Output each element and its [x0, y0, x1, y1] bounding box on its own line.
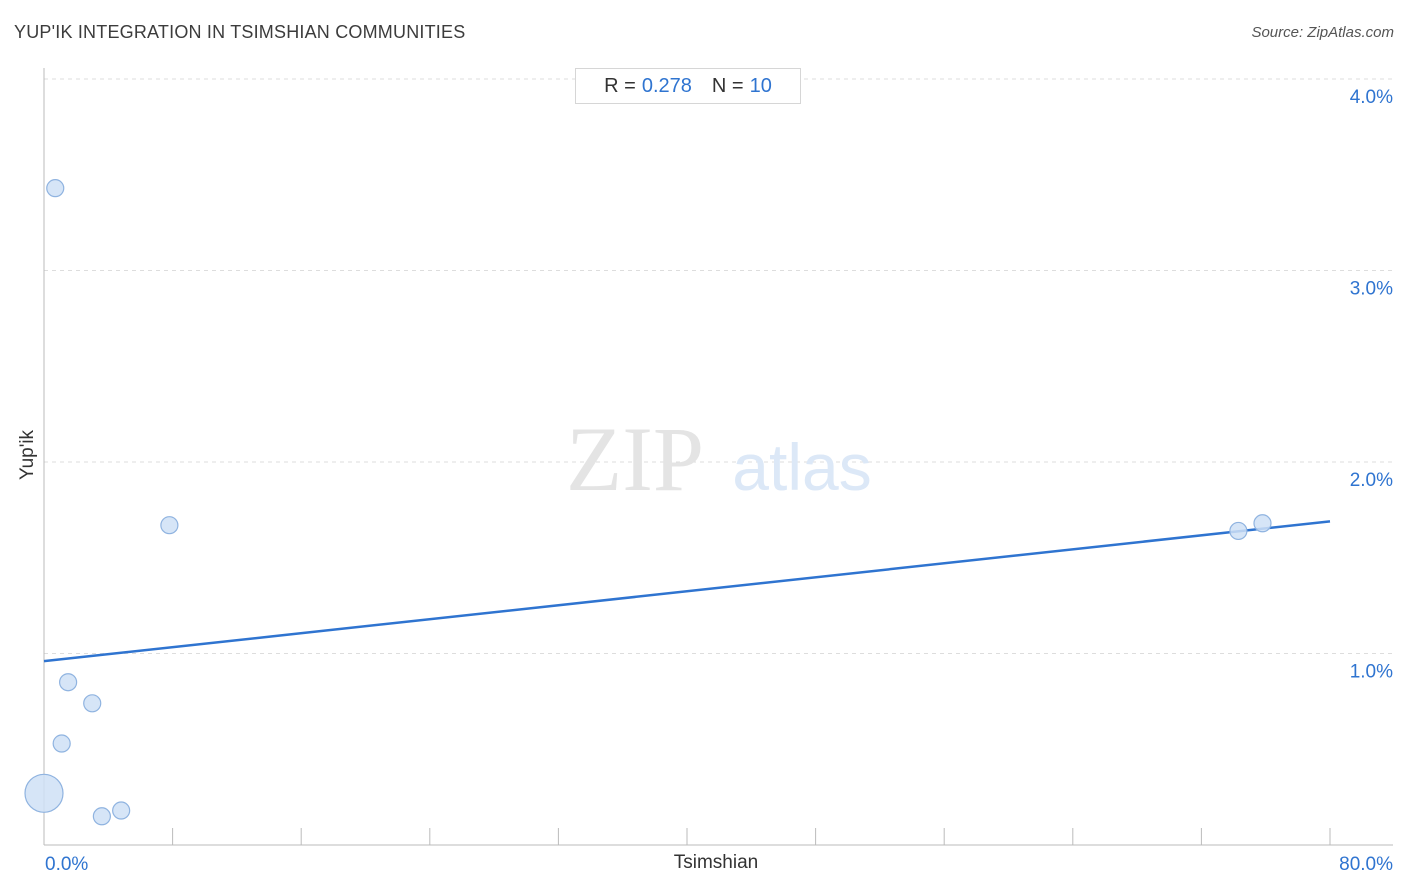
data-point [59, 673, 78, 692]
zipatlas-watermark: ZIP atlas [566, 408, 872, 510]
watermark-atlas: atlas [732, 430, 871, 504]
y-tick-label: 2.0% [1350, 470, 1393, 491]
n-value: 10 [749, 74, 772, 97]
r-value: 0.278 [641, 74, 692, 97]
tick-labels: 1.0% 2.0% 3.0% 4.0% 0.0% 80.0% [45, 87, 1393, 875]
grid-lines [44, 78, 1393, 654]
data-point [112, 801, 131, 820]
points-layer [24, 179, 1272, 826]
data-point [160, 516, 179, 535]
trendline-layer [43, 520, 1331, 663]
y-tick-label: 3.0% [1350, 279, 1393, 300]
data-point [92, 807, 111, 826]
x-axis-label: Tsimshian [673, 852, 759, 873]
data-point [52, 734, 71, 753]
chart-title: YUP'IK INTEGRATION IN TSIMSHIAN COMMUNIT… [14, 22, 466, 42]
data-point [24, 773, 64, 813]
data-point [46, 179, 65, 198]
data-point [1229, 521, 1248, 541]
n-label: N = [711, 74, 744, 97]
data-point [1253, 514, 1272, 533]
x-tick-label: 80.0% [1339, 854, 1393, 875]
x-tick-label: 0.0% [45, 854, 88, 875]
axes [43, 68, 1393, 846]
trendline [43, 520, 1331, 663]
y-tick-label: 4.0% [1350, 87, 1393, 108]
source-label: Source: ZipAtlas.com [1251, 24, 1394, 41]
y-tick-label: 1.0% [1350, 662, 1393, 683]
watermark-zip: ZIP [566, 408, 704, 510]
data-point [83, 694, 102, 713]
r-label: R = [604, 74, 636, 97]
stats-box: R = 0.278 N = 10 [575, 68, 801, 104]
y-axis-label: Yup'ik [17, 429, 38, 481]
